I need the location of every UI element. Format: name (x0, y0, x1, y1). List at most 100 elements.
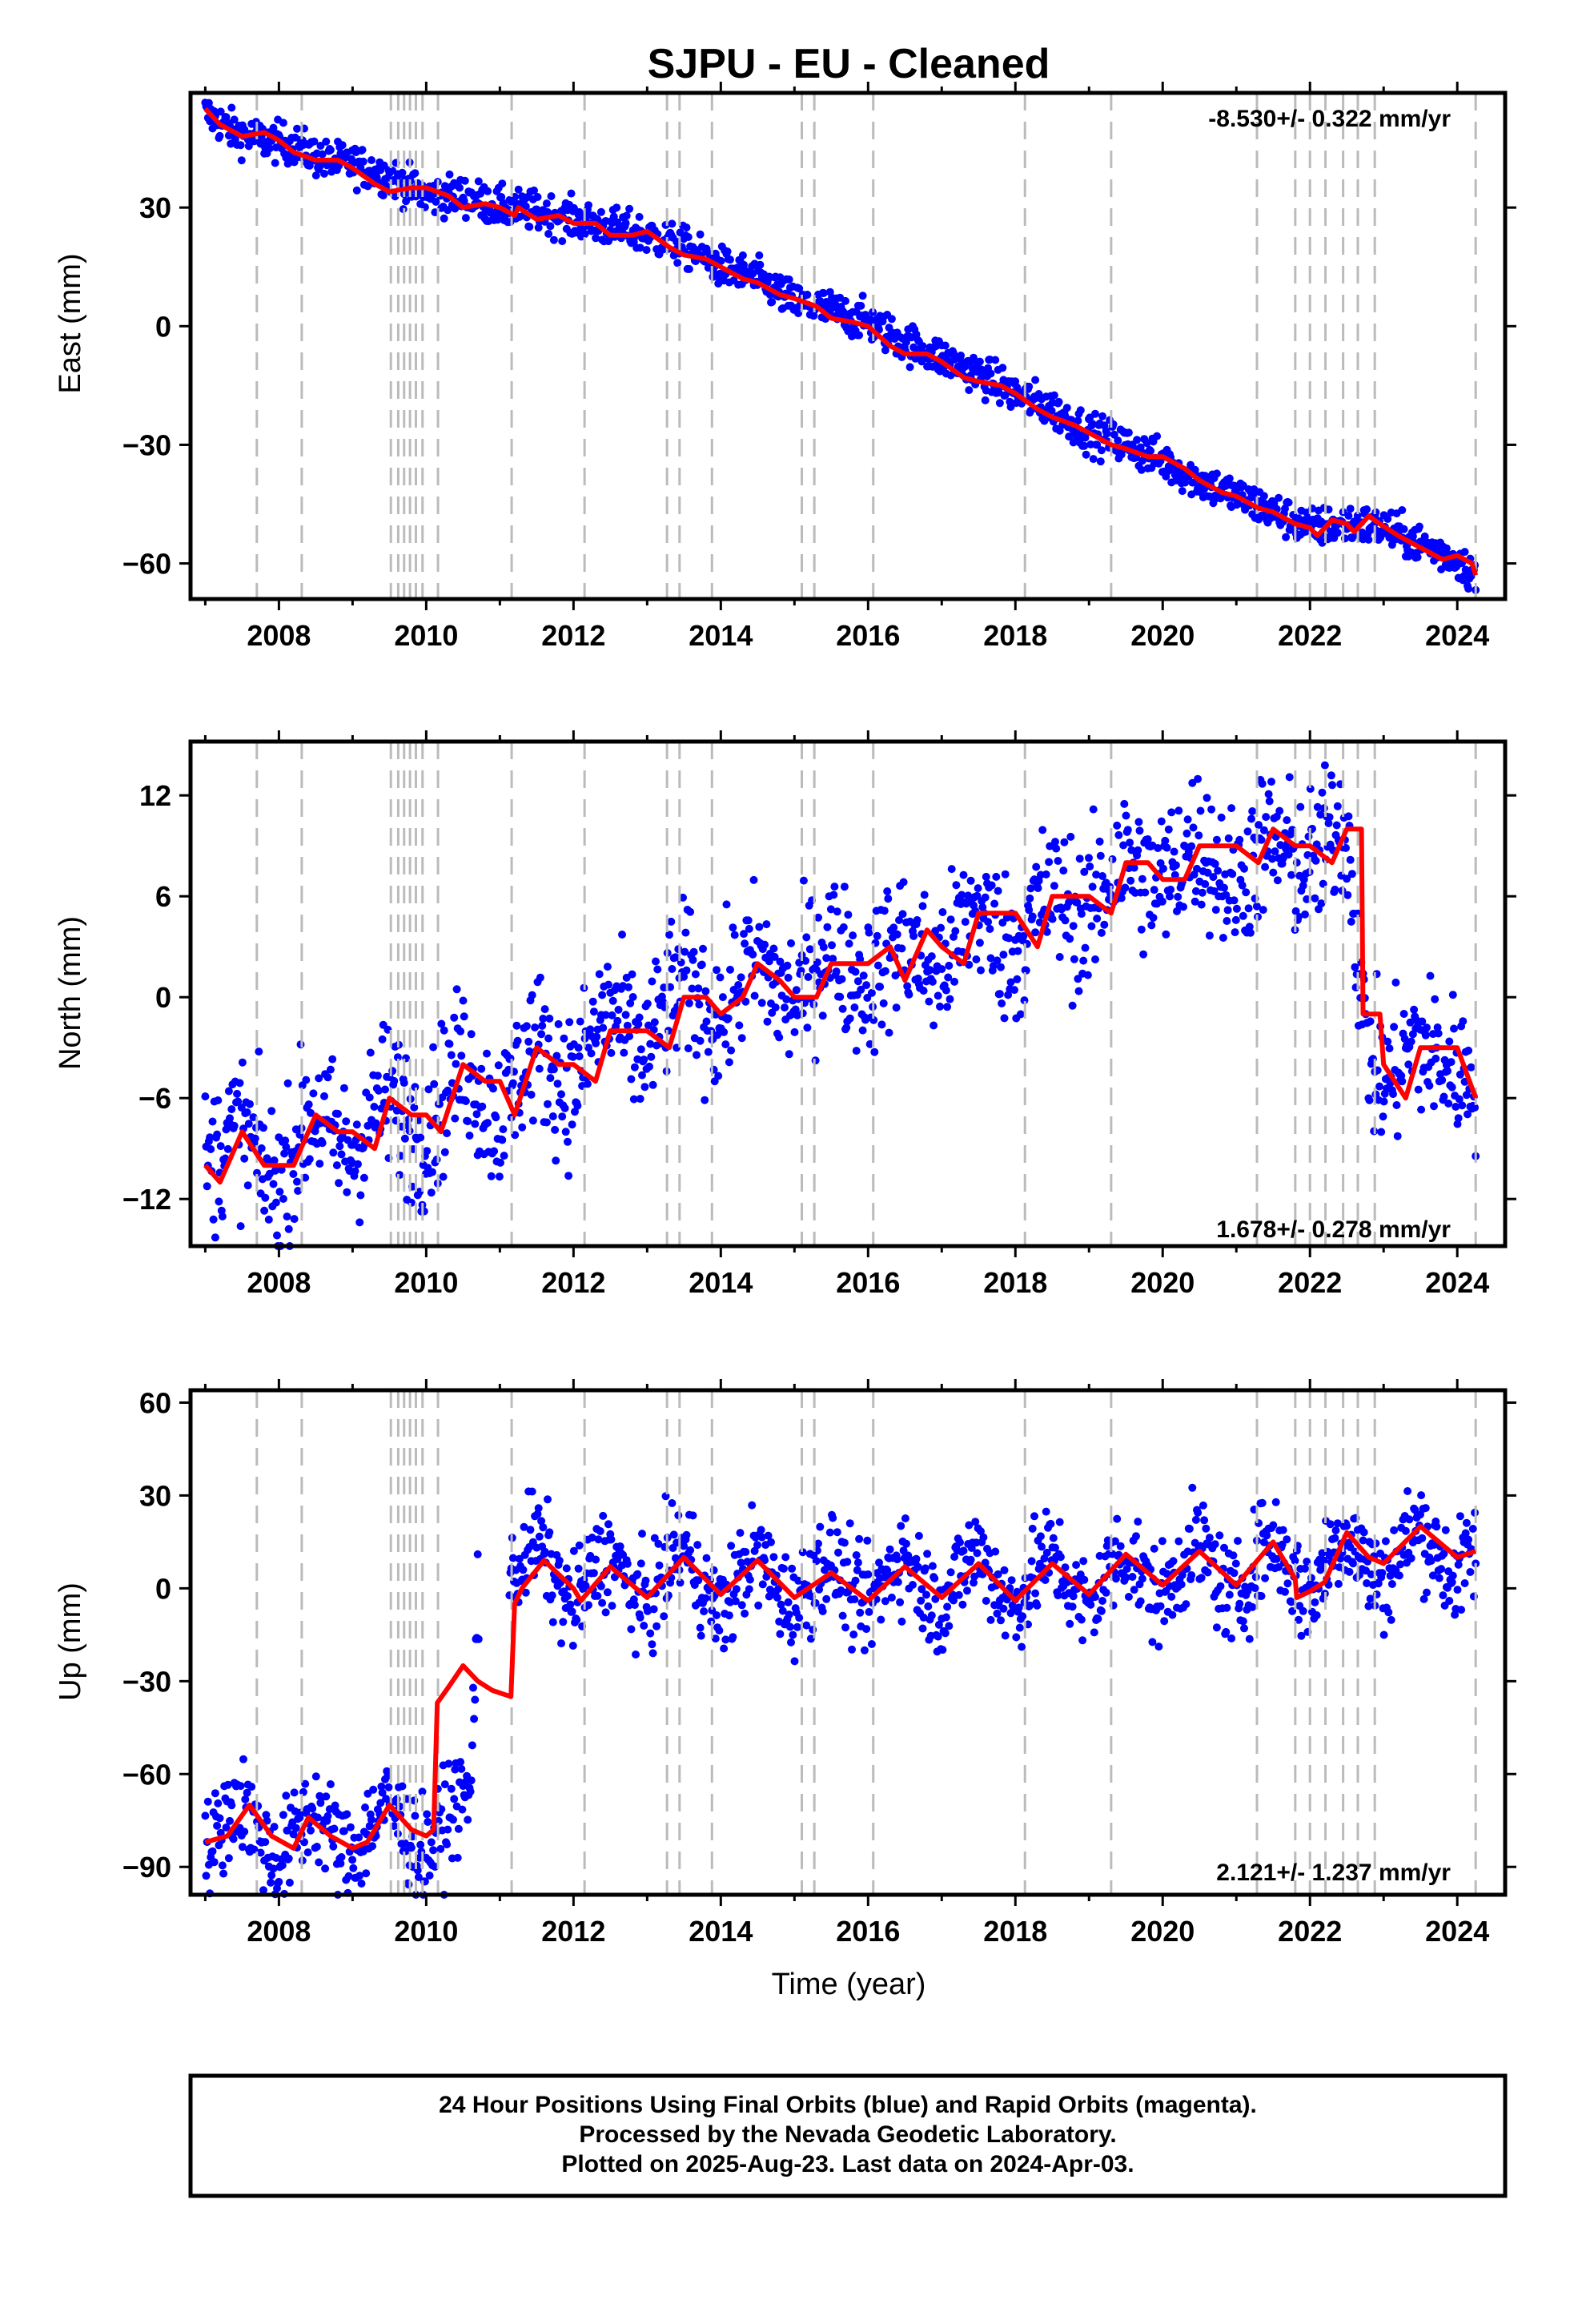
up-observation-dot (1061, 1563, 1070, 1572)
north-observation-dot (1220, 883, 1228, 892)
up-frame (188, 1388, 1508, 1897)
north-observation-dot (1193, 864, 1201, 873)
north-observation-dot (869, 1015, 878, 1024)
up-observation-dot (596, 1582, 605, 1590)
north-observation-dot (699, 944, 707, 953)
north-observation-dot (1454, 1114, 1463, 1123)
up-observation-dot (1456, 1512, 1464, 1521)
north-xtick-label: 2018 (983, 1266, 1047, 1299)
east-observation-dot (756, 260, 765, 269)
up-observation-dot (1188, 1483, 1197, 1492)
north-observation-dot (701, 987, 710, 995)
up-observation-dot (427, 1838, 436, 1847)
north-observation-dot (304, 1100, 313, 1109)
up-observation-dot (596, 1527, 604, 1535)
north-observation-dot (643, 999, 652, 1008)
north-observation-dot (1459, 1017, 1468, 1026)
north-observation-dot (608, 996, 617, 1005)
east-observation-dot (1091, 409, 1099, 418)
north-observation-dot (1353, 909, 1362, 918)
north-observation-dot (1231, 915, 1240, 924)
east-observation-dot (322, 137, 331, 146)
east-observation-dot (474, 177, 483, 186)
east-observation-dot (352, 186, 361, 195)
up-observation-dot (416, 1840, 425, 1849)
up-observation-dot (1018, 1612, 1027, 1621)
east-observation-dot (682, 223, 691, 232)
north-observation-dot (1069, 922, 1078, 931)
north-observation-dot (644, 1021, 652, 1030)
north-observation-dot (1377, 1128, 1386, 1136)
up-observation-dot (267, 1878, 275, 1887)
up-observation-dot (1364, 1602, 1373, 1610)
north-observation-dot (920, 891, 929, 899)
up-observation-dot (731, 1597, 740, 1606)
up-observation-dot (802, 1621, 811, 1630)
north-observation-dot (677, 958, 685, 967)
north-observation-dot (1113, 821, 1122, 830)
up-observation-dot (1080, 1575, 1089, 1584)
up-observation-dot (384, 1783, 393, 1791)
north-observation-dot (621, 1011, 630, 1019)
up-observation-dot (863, 1536, 872, 1545)
north-observation-dot (236, 1222, 245, 1231)
north-observation-dot (216, 1142, 225, 1151)
up-observation-dot (1272, 1554, 1281, 1563)
east-observation-dot (1364, 535, 1373, 544)
north-observation-dot (1311, 856, 1320, 865)
up-observation-dot (1462, 1518, 1471, 1527)
up-xtick-label: 2016 (836, 1915, 900, 1948)
north-observation-dot (576, 1017, 584, 1026)
up-observation-dot (311, 1772, 320, 1781)
north-observation-dot (671, 953, 680, 962)
north-observation-dot (260, 1206, 269, 1215)
north-observation-dot (897, 944, 906, 953)
north-observation-dot (1324, 819, 1333, 827)
up-observation-dot (893, 1578, 902, 1586)
up-observation-dot (841, 1623, 849, 1632)
north-observation-dot (629, 1095, 638, 1104)
north-observation-dot (270, 1156, 279, 1164)
east-observation-dot (1178, 487, 1186, 496)
north-observation-dot (627, 1075, 636, 1084)
up-observation-dot (682, 1530, 691, 1539)
north-observation-dot (1295, 912, 1303, 921)
north-observation-dot (799, 876, 808, 885)
up-observation-dot (473, 1550, 482, 1558)
east-observation-dot (542, 199, 551, 208)
up-observation-dot (1439, 1550, 1448, 1558)
up-observation-dot (535, 1532, 544, 1541)
up-observation-dot (584, 1601, 592, 1610)
north-observation-dot (1443, 1067, 1452, 1076)
north-observation-dot (973, 891, 982, 900)
up-observation-dot (568, 1607, 576, 1616)
north-observation-dot (201, 1092, 210, 1101)
up-observation-dot (833, 1528, 841, 1537)
up-observation-dot (326, 1780, 335, 1788)
east-xtick-label: 2008 (247, 619, 311, 652)
up-observation-dot (299, 1787, 307, 1796)
north-observation-dot (927, 952, 936, 961)
up-observation-dot (369, 1785, 378, 1794)
up-observation-dot (548, 1591, 556, 1600)
north-observation-dot (429, 1043, 438, 1051)
north-xtick-label: 2008 (247, 1266, 311, 1299)
up-observation-dot (664, 1591, 673, 1600)
east-observation-dot (1089, 455, 1098, 464)
up-observation-dot (330, 1824, 339, 1833)
up-observation-dot (1299, 1606, 1307, 1615)
east-observation-dot (726, 255, 734, 264)
east-observation-dot (338, 141, 347, 150)
north-observation-dot (994, 887, 1002, 895)
up-observation-dot (1466, 1568, 1475, 1576)
north-observation-dot (1227, 804, 1236, 813)
up-observation-dot (737, 1601, 746, 1610)
up-observation-dot (745, 1585, 753, 1594)
up-observation-dot (893, 1555, 901, 1564)
north-observation-dot (255, 1047, 263, 1056)
north-observation-dot (207, 1145, 215, 1153)
up-observation-dot (887, 1593, 896, 1602)
north-observation-dot (1328, 781, 1336, 790)
north-ytick-label: 6 (155, 880, 171, 913)
north-observation-dot (370, 1103, 379, 1111)
